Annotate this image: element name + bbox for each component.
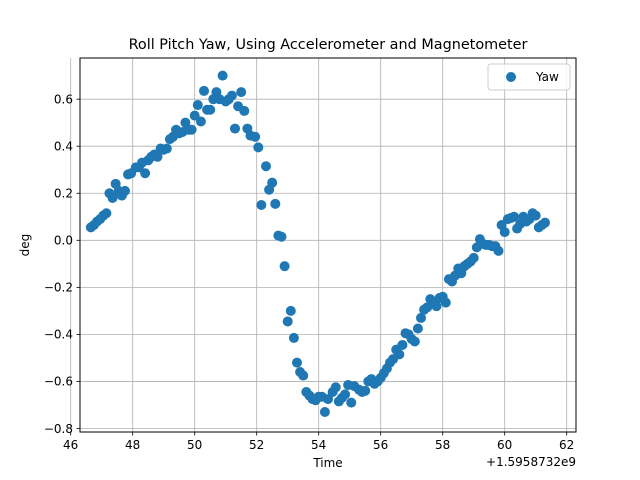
yaw-point [298, 370, 309, 381]
x-tick-label: 54 [311, 438, 326, 452]
yaw-point [226, 90, 237, 101]
yaw-point [540, 217, 550, 228]
axes-frame [79, 57, 577, 433]
yaw-point [152, 151, 163, 162]
x-tick-label: 62 [559, 438, 574, 452]
yaw-point [267, 177, 278, 188]
yaw-point [101, 208, 112, 219]
y-tick-label: −0.2 [44, 281, 73, 295]
y-axis-label: deg [18, 234, 32, 257]
yaw-point [509, 211, 519, 222]
yaw-point [276, 231, 287, 242]
yaw-point [499, 227, 510, 238]
x-tick-label: 58 [435, 438, 450, 452]
yaw-point [394, 349, 405, 360]
yaw-point [493, 245, 504, 256]
yaw-point [440, 297, 451, 308]
x-tick-label: 48 [125, 438, 140, 452]
yaw-point [199, 85, 209, 96]
yaw-point [360, 385, 371, 396]
yaw-point [236, 87, 247, 98]
x-tick-label: 60 [497, 438, 512, 452]
yaw-point [431, 301, 442, 312]
y-tick-label: −0.8 [44, 422, 73, 436]
yaw-point [330, 382, 341, 393]
y-tick-label: 0.6 [54, 92, 73, 106]
yaw-point [323, 394, 333, 405]
yaw-point [270, 198, 281, 209]
yaw-point [161, 143, 172, 154]
yaw-point [230, 123, 240, 134]
yaw-point [119, 185, 130, 196]
yaw-point [186, 124, 197, 135]
y-tick-label: 0.2 [54, 187, 73, 201]
chart-title: Roll Pitch Yaw, Using Accelerometer and … [129, 37, 528, 53]
yaw-point [285, 305, 296, 316]
yaw-point [412, 323, 423, 334]
yaw-point [107, 192, 118, 203]
yaw-point [282, 316, 293, 327]
y-tick-label: −0.6 [44, 375, 73, 389]
yaw-point [189, 110, 200, 121]
x-axis-offset-label: +1.5958732e9 [486, 455, 576, 469]
x-tick-label: 52 [249, 438, 264, 452]
scatter-points [85, 70, 550, 418]
y-tick-label: 0.4 [54, 140, 73, 154]
yaw-point [292, 357, 302, 368]
x-tick-label: 56 [373, 438, 388, 452]
yaw-point [346, 397, 357, 408]
yaw-point [256, 200, 267, 211]
yaw-point [195, 116, 206, 127]
x-tick-label: 46 [63, 438, 78, 452]
yaw-point [205, 104, 216, 115]
yaw-point [288, 332, 299, 343]
yaw-point [217, 70, 228, 81]
yaw-point [140, 168, 151, 179]
yaw-point [409, 336, 420, 347]
yaw-point [340, 389, 351, 400]
y-tick-label: 0.0 [54, 234, 73, 248]
yaw-point [530, 210, 541, 221]
y-tick-label: −0.4 [44, 328, 73, 342]
yaw-point [468, 252, 479, 263]
yaw-point [416, 312, 426, 323]
legend-label-yaw: Yaw [535, 70, 559, 84]
yaw-point [397, 339, 408, 350]
yaw-point [250, 131, 261, 142]
yaw-point [253, 142, 264, 153]
yaw-point [261, 161, 271, 172]
yaw-point [239, 105, 250, 116]
x-axis-ticks: 46 48 50 52 54 56 58 60 62 [63, 432, 574, 452]
legend: Yaw [487, 63, 571, 91]
yaw-point [319, 407, 330, 418]
yaw-point [279, 261, 290, 272]
legend-box [487, 63, 571, 91]
x-axis-label: Time [312, 456, 342, 470]
yaw-point [192, 100, 203, 111]
y-axis-ticks: −0.8 −0.6 −0.4 −0.2 0.0 0.2 0.4 0.6 [44, 92, 80, 436]
x-tick-label: 50 [187, 438, 202, 452]
legend-marker-yaw [506, 72, 516, 82]
